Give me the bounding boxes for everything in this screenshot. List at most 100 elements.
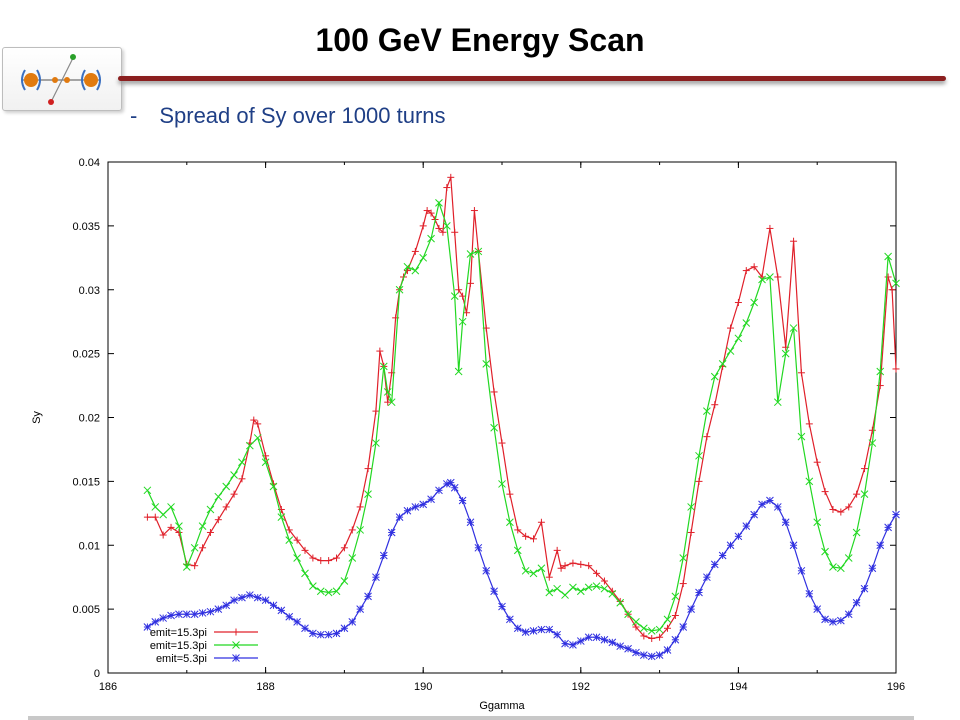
data-point — [656, 633, 664, 641]
data-point — [663, 646, 672, 654]
data-point — [490, 423, 498, 432]
title-underline-bar — [118, 76, 946, 81]
data-point — [151, 513, 159, 521]
data-point — [261, 458, 270, 467]
data-point — [884, 273, 892, 281]
data-point — [797, 432, 806, 441]
data-point — [584, 583, 593, 592]
data-point — [411, 266, 420, 275]
data-point — [340, 544, 348, 552]
data-point — [356, 503, 364, 511]
data-point — [545, 573, 553, 581]
data-point — [175, 528, 183, 536]
data-point — [482, 359, 491, 368]
data-point — [419, 500, 428, 509]
data-point — [316, 630, 325, 639]
data-point — [167, 611, 175, 620]
y-tick-label: 0.015 — [72, 476, 100, 488]
data-point — [648, 635, 656, 643]
data-point — [836, 616, 845, 625]
data-point — [813, 458, 821, 466]
data-point — [498, 439, 506, 447]
data-point — [537, 564, 546, 573]
data-point — [403, 506, 412, 515]
data-point — [671, 635, 680, 644]
data-point — [423, 207, 431, 215]
data-point — [379, 362, 388, 371]
data-point — [458, 317, 467, 326]
data-point — [860, 465, 868, 473]
data-point — [277, 513, 286, 521]
data-point — [159, 531, 167, 539]
data-point — [592, 582, 601, 590]
data-point — [750, 298, 759, 307]
data-point — [454, 367, 463, 376]
data-point — [710, 560, 719, 569]
data-point — [553, 584, 562, 593]
data-point — [151, 618, 160, 626]
data-point — [726, 541, 735, 550]
data-point — [750, 510, 759, 519]
data-point — [245, 591, 254, 599]
data-point — [395, 285, 404, 294]
data-point — [781, 518, 790, 527]
data-point — [790, 237, 798, 245]
data-point — [718, 551, 727, 560]
slide-subtitle: - Spread of Sy over 1000 turns — [130, 103, 446, 129]
data-point — [600, 584, 609, 593]
data-point — [781, 349, 790, 358]
series-line — [147, 177, 897, 640]
data-point — [309, 554, 317, 562]
data-point — [703, 573, 711, 582]
data-point — [773, 503, 782, 511]
x-tick-label: 190 — [414, 681, 432, 693]
data-point — [766, 273, 774, 281]
data-point — [383, 388, 392, 396]
x-tick-label: 186 — [99, 681, 117, 693]
data-point — [364, 592, 372, 601]
data-point — [734, 532, 743, 541]
data-point — [293, 618, 301, 626]
data-point — [182, 610, 191, 619]
data-point — [868, 439, 877, 447]
y-tick-label: 0.01 — [79, 540, 100, 552]
data-point — [325, 557, 333, 565]
data-point — [293, 554, 301, 562]
data-point — [711, 401, 719, 409]
data-point — [663, 615, 672, 624]
data-point — [703, 433, 711, 441]
data-point — [332, 587, 341, 596]
data-point — [553, 546, 561, 554]
data-point — [576, 637, 585, 645]
data-point — [679, 554, 688, 562]
data-point — [230, 596, 238, 605]
y-tick-label: 0 — [94, 668, 100, 680]
data-point — [537, 518, 545, 526]
data-point — [198, 522, 207, 530]
data-point — [671, 592, 680, 601]
data-point — [190, 543, 199, 552]
data-point — [616, 598, 625, 607]
data-point — [269, 601, 278, 610]
data-point — [734, 299, 742, 307]
data-point — [679, 580, 687, 588]
data-point — [466, 518, 475, 527]
data-point — [506, 615, 514, 624]
data-point — [348, 526, 356, 534]
data-point — [640, 632, 648, 640]
data-point — [530, 535, 538, 543]
data-point — [577, 560, 585, 568]
data-point — [387, 398, 396, 407]
data-point — [403, 262, 412, 271]
data-point — [797, 566, 806, 575]
series-3 — [143, 478, 900, 661]
y-tick-label: 0.025 — [72, 349, 100, 361]
data-point — [151, 503, 160, 511]
y-tick-label: 0.03 — [79, 285, 100, 297]
data-point — [695, 477, 703, 485]
data-point — [632, 623, 640, 631]
legend-marker — [232, 628, 240, 636]
data-point — [513, 624, 522, 633]
data-point — [285, 612, 294, 621]
data-point — [888, 286, 896, 294]
